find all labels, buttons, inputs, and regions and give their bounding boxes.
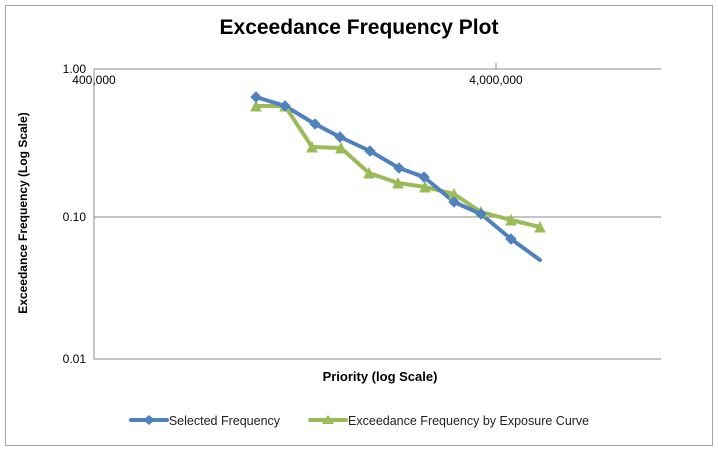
svg-text:4,000,000: 4,000,000 bbox=[469, 73, 523, 87]
svg-text:0.01: 0.01 bbox=[63, 352, 87, 366]
svg-text:400,000: 400,000 bbox=[72, 73, 116, 87]
svg-text:0.10: 0.10 bbox=[63, 210, 87, 224]
